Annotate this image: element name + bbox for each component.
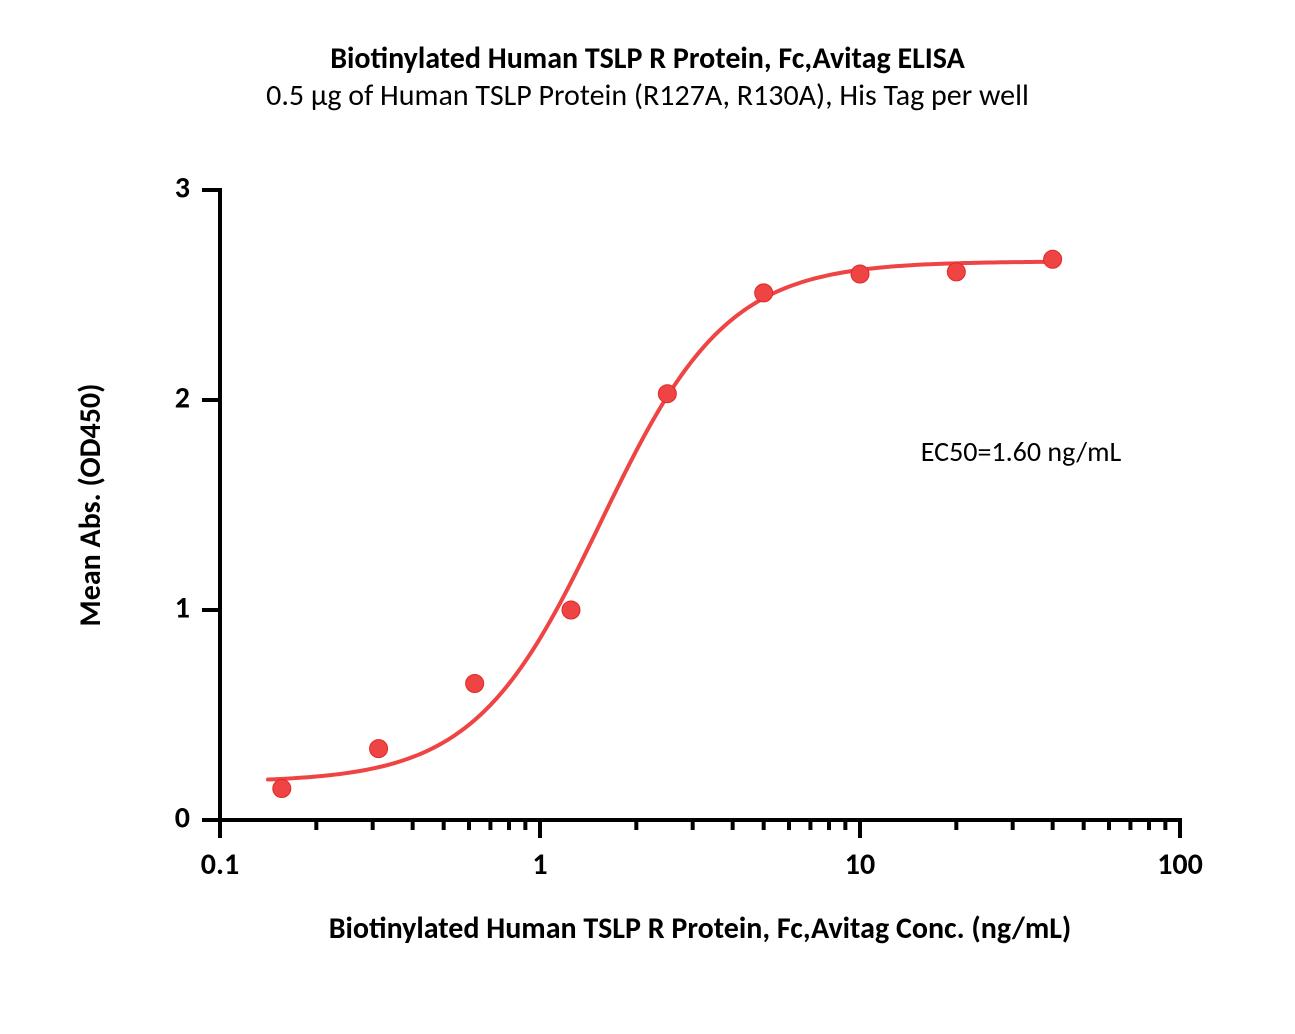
fit-curve xyxy=(268,262,1055,780)
ec50-annotation: EC50=1.60 ng/mL xyxy=(921,434,1122,469)
data-point xyxy=(658,385,676,403)
y-axis-label: Mean Abs. (OD450) xyxy=(72,384,109,627)
chart-area: 0 1 2 3 0.1 1 10 100 Mean Abs. (OD450) Biotinylat… xyxy=(0,0,1295,1034)
x-tick-label: 1 xyxy=(532,846,547,883)
x-tick-label: 10 xyxy=(845,846,875,883)
data-point xyxy=(851,265,869,283)
data-point xyxy=(947,263,965,281)
y-tick-label: 2 xyxy=(175,379,190,416)
x-tick-label: 0.1 xyxy=(201,846,239,883)
page: Biotinylated Human TSLP R Protein, Fc,Av… xyxy=(0,0,1295,1029)
y-tick-label: 1 xyxy=(175,589,190,626)
x-tick-label: 100 xyxy=(1157,846,1203,883)
data-point xyxy=(273,780,291,798)
chart-svg: 0 1 2 3 0.1 1 10 100 Mean Abs. (OD450) Biotinylat… xyxy=(0,0,1295,1029)
y-tick-label: 0 xyxy=(175,799,190,836)
y-tick-label: 3 xyxy=(175,169,190,206)
data-point xyxy=(370,740,388,758)
data-point xyxy=(466,675,484,693)
x-axis-label: Biotinylated Human TSLP R Protein, Fc,Av… xyxy=(329,910,1072,947)
data-point xyxy=(562,601,580,619)
data-point xyxy=(1044,250,1062,268)
data-point xyxy=(755,284,773,302)
